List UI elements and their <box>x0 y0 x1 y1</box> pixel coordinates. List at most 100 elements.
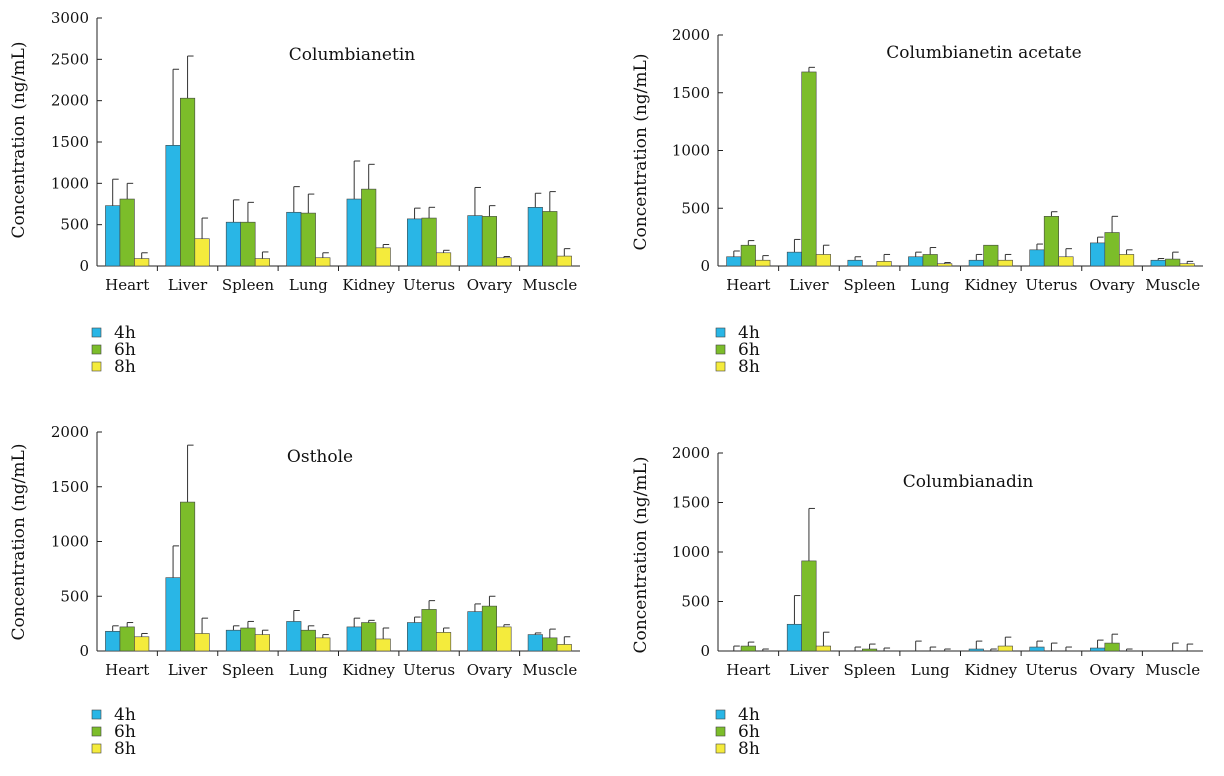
bar-8h <box>1119 254 1135 267</box>
bar-8h <box>194 238 210 267</box>
bar-8h <box>1058 256 1074 267</box>
bar-6h <box>481 216 497 267</box>
chart-osthole: Concentration (ng/mL) Osthole 0 500 1000 15… <box>9 423 580 759</box>
x-tick-label: Heart <box>726 661 770 679</box>
bar-6h <box>922 254 938 267</box>
x-tick-label: Muscle <box>522 276 577 294</box>
legend-swatch-4h <box>91 327 102 338</box>
y-axis-label: Concentration (ng/mL) <box>631 457 651 654</box>
y-tick-label: 2500 <box>51 50 89 68</box>
x-tick-label: Kidney <box>965 276 1018 294</box>
bar-6h <box>180 97 196 267</box>
chart-title: Osthole <box>287 447 353 467</box>
bar-8h <box>375 247 391 267</box>
x-tick-label: Kidney <box>965 661 1018 679</box>
y-tick-label: 2000 <box>672 26 710 44</box>
x-tick-label: Lung <box>289 661 328 679</box>
bar-4h <box>407 622 423 652</box>
legend-swatch-6h <box>91 726 102 737</box>
bar-8h <box>997 645 1013 652</box>
x-tick-label: Muscle <box>522 661 577 679</box>
x-tick-label: Ovary <box>467 276 513 294</box>
bar-4h <box>786 251 802 267</box>
legend-swatch-8h <box>715 361 726 372</box>
chart-columbianetin-acetate: Concentration (ng/mL) Columbianetin acet… <box>631 26 1203 377</box>
bar-4h <box>1150 259 1166 267</box>
bar-8h <box>436 632 452 652</box>
x-tick-label: Spleen <box>222 276 274 294</box>
bar-6h <box>421 609 437 652</box>
plot-area: 0 500 1000 1500 2000 Heart Liver Spleen Lung Kidn… <box>672 444 1203 679</box>
x-tick-label: Muscle <box>1145 661 1200 679</box>
chart-columbianetin: Concentration (ng/mL) Columbianetin 0 500… <box>9 9 580 377</box>
legend-swatch-6h <box>715 726 726 737</box>
bar-4h <box>467 215 483 267</box>
y-tick-label: 2000 <box>51 423 89 441</box>
bar-6h <box>119 198 135 267</box>
bar-6h <box>1043 216 1059 267</box>
bar-4h <box>968 259 984 267</box>
y-tick-label: 1500 <box>51 133 89 151</box>
y-tick-label: 2000 <box>672 444 710 462</box>
legend-swatch-4h <box>91 709 102 720</box>
bar-8h <box>755 259 771 267</box>
bar-4h <box>286 621 302 652</box>
bar-4h <box>225 221 241 267</box>
bar-4h <box>847 259 863 267</box>
bar-8h <box>436 252 452 267</box>
y-tick-label: 1000 <box>672 543 710 561</box>
x-tick-label: Uterus <box>1025 276 1077 294</box>
bar-6h <box>801 560 817 652</box>
x-tick-label: Uterus <box>403 661 455 679</box>
y-tick-label: 500 <box>681 199 710 217</box>
bar-4h <box>346 198 362 267</box>
legend-label: 4h <box>114 323 136 343</box>
bar-4h <box>105 630 121 652</box>
x-tick-label: Muscle <box>1145 276 1200 294</box>
bar-8h <box>815 645 831 652</box>
bar-8h <box>194 633 210 652</box>
legend-swatch-6h <box>91 344 102 355</box>
legend-label: 4h <box>114 705 136 725</box>
bar-8h <box>997 259 1013 267</box>
chart-title: Columbianetin <box>289 45 415 65</box>
x-tick-label: Lung <box>911 276 950 294</box>
bar-8h <box>1179 263 1195 267</box>
legend-label: 6h <box>114 340 136 360</box>
bar-8h <box>556 255 572 267</box>
y-tick-label: 0 <box>700 642 710 660</box>
x-tick-label: Uterus <box>403 276 455 294</box>
x-tick-label: Heart <box>726 276 770 294</box>
y-tick-label: 1000 <box>672 142 710 160</box>
bar-8h <box>876 261 892 267</box>
y-tick-label: 2000 <box>51 92 89 110</box>
x-tick-label: Heart <box>105 661 149 679</box>
plot-area: 0 500 1000 1500 2000 Heart Liver Spleen Lung Kidn… <box>51 423 580 679</box>
chart-title: Columbianetin acetate <box>886 43 1081 63</box>
legend-swatch-4h <box>715 709 726 720</box>
legend-swatch-8h <box>91 743 102 754</box>
bar-6h <box>542 211 558 267</box>
bar-8h <box>254 634 270 652</box>
bar-4h <box>286 211 302 267</box>
bar-6h <box>542 637 558 652</box>
bar-4h <box>527 634 543 652</box>
bar-4h <box>165 577 181 652</box>
bar-4h <box>165 145 181 267</box>
bar-4h <box>407 218 423 267</box>
y-tick-label: 500 <box>60 216 89 234</box>
bar-6h <box>740 244 756 267</box>
y-axis-label: Concentration (ng/mL) <box>9 444 29 641</box>
bar-8h <box>496 626 512 652</box>
plot-area: 0 500 1000 1500 2000 Heart Liver Spleen Lung Kidn… <box>672 26 1203 294</box>
bar-6h <box>1165 258 1181 267</box>
bar-8h <box>254 258 270 267</box>
bar-6h <box>1104 642 1120 652</box>
legend-swatch-8h <box>715 743 726 754</box>
x-tick-label: Lung <box>911 661 950 679</box>
bar-8h <box>815 254 831 267</box>
legend-label: 8h <box>114 739 136 759</box>
y-tick-label: 1500 <box>672 494 710 512</box>
